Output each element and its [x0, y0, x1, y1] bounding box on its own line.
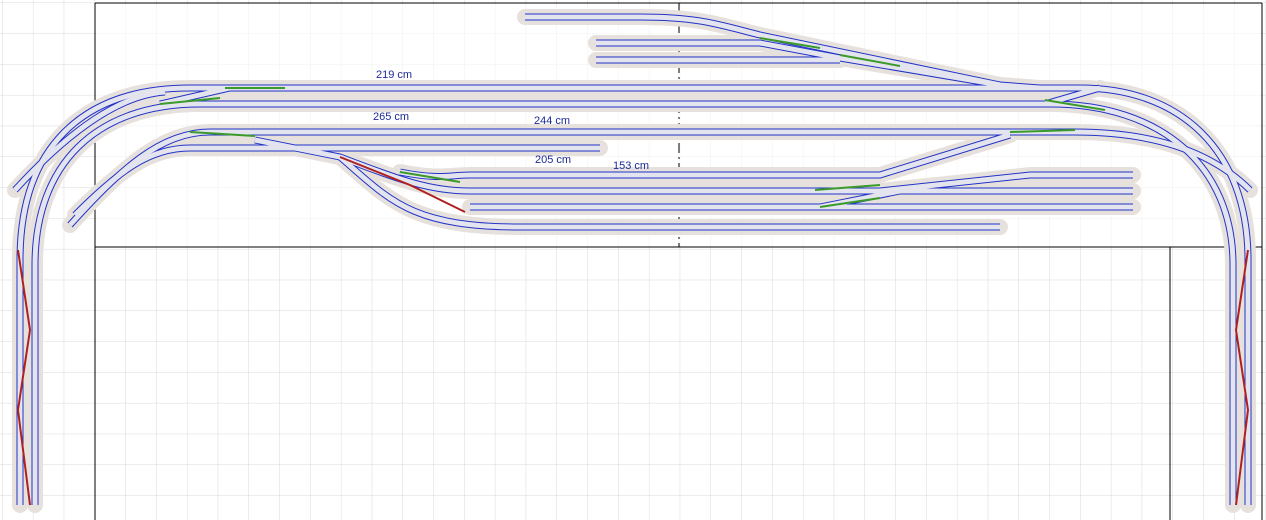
- length-label: 265 cm: [373, 111, 409, 123]
- curved-switches: [16, 156, 1250, 506]
- length-label: 244 cm: [534, 115, 570, 127]
- length-label: 153 cm: [613, 160, 649, 172]
- length-label: 219 cm: [376, 69, 412, 81]
- length-label: 205 cm: [535, 154, 571, 166]
- switches: [159, 37, 1106, 208]
